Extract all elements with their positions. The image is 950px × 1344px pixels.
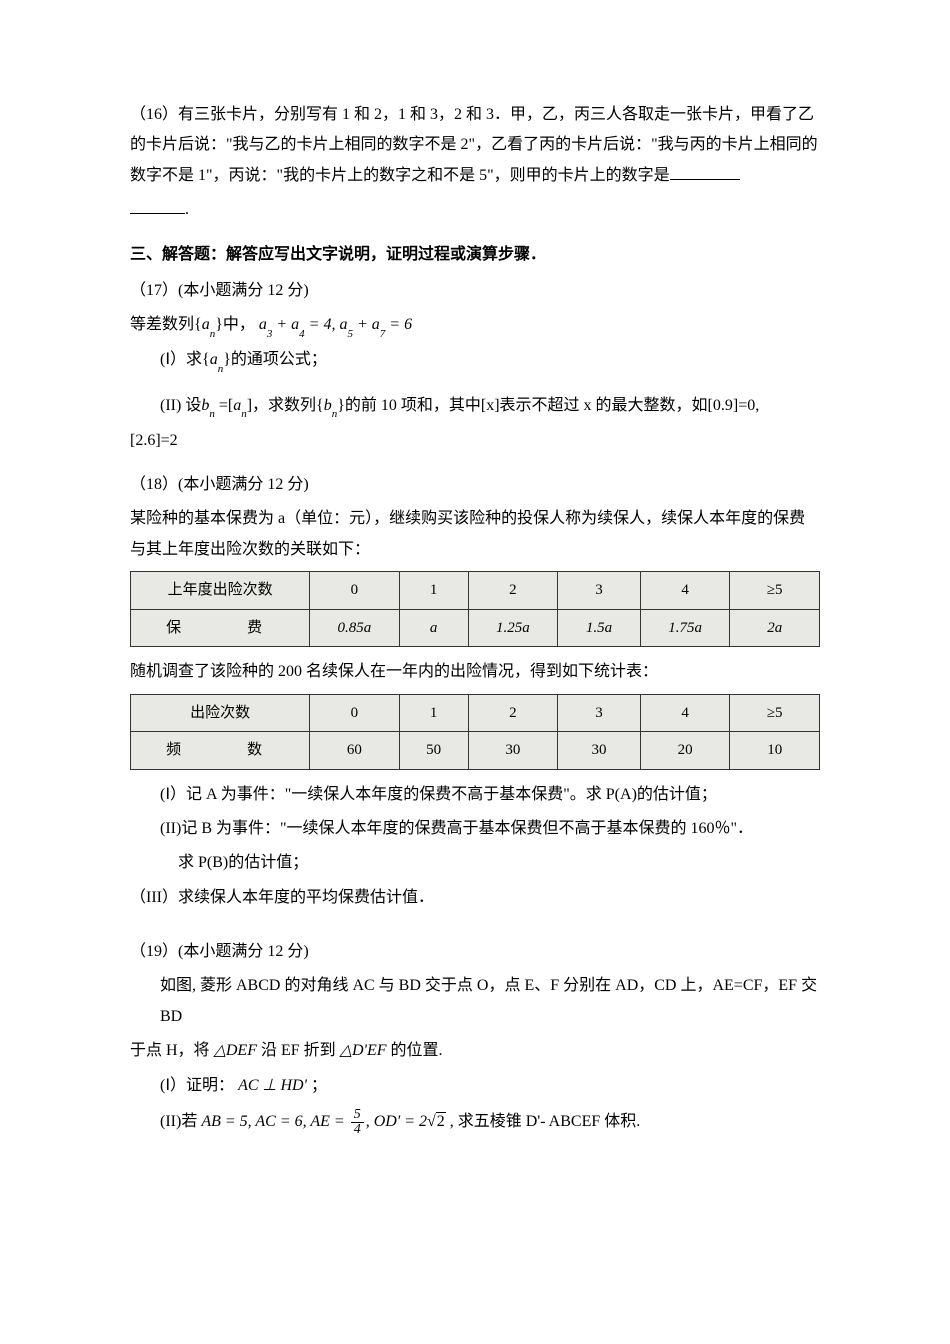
q17-eq1: a3 + a4 = 4, a5 + a7 = 6 — [259, 316, 412, 333]
t2-h2: 1 — [399, 694, 468, 732]
q19-l2-mid1: 沿 EF 折到 — [261, 1042, 340, 1059]
q18-midtext: 随机调查了该险种的 200 名续保人在一年内的出险情况，得到如下统计表： — [130, 657, 820, 687]
q16-content: （16）有三张卡片，分别写有 1 和 2，1 和 3，2 和 3．甲，乙，丙三人… — [130, 106, 818, 184]
q17-l1-prefix: 等差数列{ — [130, 316, 202, 333]
frac-num: 5 — [351, 1108, 364, 1123]
t2-h0: 出险次数 — [131, 694, 310, 732]
an-3: an — [233, 397, 247, 414]
bn-1: bn — [201, 397, 215, 414]
q17-heading: （17）(本小题满分 12 分) — [130, 276, 820, 306]
q19-line2: 于点 H，将 △DEF 沿 EF 折到 △D'EF 的位置. — [130, 1036, 820, 1066]
q19-l2-suffix: 的位置. — [390, 1042, 442, 1059]
q17-p2: (II) 设bn =[an]，求数列{bn}的前 10 项和，其中[x]表示不超… — [130, 391, 820, 422]
t1-h3: 2 — [468, 572, 558, 610]
q18-table2: 出险次数 0 1 2 3 4 ≥5 频 数 60 50 30 30 20 10 — [130, 694, 820, 770]
t1-h2: 1 — [399, 572, 468, 610]
q19-p2-eq2: , OD' = 2 — [366, 1113, 427, 1130]
q17-p2-suffix: }的前 10 项和，其中[x]表示不超过 x 的最大整数，如[0.9]=0, — [337, 397, 759, 414]
t2-r5: 20 — [640, 732, 730, 770]
q19-p1-suffix: ； — [311, 1077, 327, 1094]
t2-r2: 50 — [399, 732, 468, 770]
t2-h4: 3 — [558, 694, 641, 732]
q19-p1: (Ⅰ）证明： AC ⊥ HD' ； — [130, 1071, 820, 1101]
q19-line1: 如图, 菱形 ABCD 的对角线 AC 与 BD 交于点 O，点 E、F 分别在… — [130, 971, 820, 1032]
q18-intro: 某险种的基本保费为 a（单位：元），继续购买该险种的投保人称为续保人，续保人本年… — [130, 504, 820, 565]
t2-r3: 30 — [468, 732, 558, 770]
t2-h1: 0 — [310, 694, 400, 732]
q19-heading: （19）(本小题满分 12 分) — [130, 937, 820, 967]
t1-r6: 2a — [730, 609, 820, 647]
q17-p2-eq: =[ — [215, 397, 233, 414]
t1-r5: 1.75a — [640, 609, 730, 647]
tri-DpEF: △D'EF — [340, 1042, 387, 1059]
q19-p1-eq: AC ⊥ HD' — [238, 1077, 307, 1094]
t1-h0: 上年度出险次数 — [131, 572, 310, 610]
q17-p1-prefix: (Ⅰ）求{ — [160, 351, 210, 368]
q18-p3: （III）求续保人本年度的平均保费估计值． — [130, 883, 820, 913]
table-row: 频 数 60 50 30 30 20 10 — [131, 732, 820, 770]
t1-h1: 0 — [310, 572, 400, 610]
an-2: an — [210, 351, 224, 368]
q17-p2-prefix: (II) 设 — [160, 397, 201, 414]
t1-r1: 0.85a — [310, 609, 400, 647]
q16-blank2-row: . — [130, 195, 820, 225]
t2-r0: 频 数 — [131, 732, 310, 770]
q18-p1: (Ⅰ）记 A 为事件："一续保人本年度的保费不高于基本保费"。求 P(A)的估计… — [130, 780, 820, 810]
t1-h6: ≥5 — [730, 572, 820, 610]
tri-DEF: △DEF — [214, 1042, 257, 1059]
q19-p2-eq1: AB = 5, AC = 6, AE = — [201, 1113, 348, 1130]
t2-r4: 30 — [558, 732, 641, 770]
q17-p1-suffix: }的通项公式； — [223, 351, 327, 368]
q18-heading: （18）(本小题满分 12 分) — [130, 470, 820, 500]
blank-2 — [130, 213, 185, 214]
frac-den: 4 — [351, 1123, 364, 1137]
t1-r3: 1.25a — [468, 609, 558, 647]
t2-h3: 2 — [468, 694, 558, 732]
q17-l1-mid: }中， — [215, 316, 255, 333]
t1-h4: 3 — [558, 572, 641, 610]
t2-r1: 60 — [310, 732, 400, 770]
q16-text: （16）有三张卡片，分别写有 1 和 2，1 和 3，2 和 3．甲，乙，丙三人… — [130, 100, 820, 191]
table-row: 上年度出险次数 0 1 2 3 4 ≥5 — [131, 572, 820, 610]
sqrt-val: 2 — [436, 1112, 446, 1130]
t2-r6: 10 — [730, 732, 820, 770]
frac-5-4: 54 — [351, 1108, 364, 1137]
t1-r2: a — [399, 609, 468, 647]
q19-p2-prefix: (II)若 — [160, 1113, 197, 1130]
blank-1 — [670, 179, 740, 180]
q17-p2-line2: [2.6]=2 — [130, 426, 820, 456]
table-row: 保 费 0.85a a 1.25a 1.5a 1.75a 2a — [131, 609, 820, 647]
q19-p2: (II)若 AB = 5, AC = 6, AE = 54, OD' = 2√2… — [130, 1107, 820, 1137]
q17-p2-mid: ]，求数列{ — [247, 397, 324, 414]
q19-p2-suffix: , 求五棱锥 D'- ABCEF 体积. — [446, 1113, 640, 1130]
q17-p1: (Ⅰ）求{an}的通项公式； — [130, 345, 820, 376]
bn-2: bn — [324, 397, 338, 414]
q18-p2b: 求 P(B)的估计值； — [130, 848, 820, 878]
t2-h5: 4 — [640, 694, 730, 732]
table-row: 出险次数 0 1 2 3 4 ≥5 — [131, 694, 820, 732]
sqrt-sym: √ — [427, 1113, 436, 1130]
q17-line1: 等差数列{an}中， a3 + a4 = 4, a5 + a7 = 6 — [130, 310, 820, 341]
t1-r0: 保 费 — [131, 609, 310, 647]
q19-l2-prefix: 于点 H，将 — [130, 1042, 210, 1059]
t1-r4: 1.5a — [558, 609, 641, 647]
q18-table1: 上年度出险次数 0 1 2 3 4 ≥5 保 费 0.85a a 1.25a 1… — [130, 571, 820, 647]
period: . — [185, 201, 189, 218]
an-1: an — [202, 316, 216, 333]
q19-p1-prefix: (Ⅰ）证明： — [160, 1077, 234, 1094]
t1-h5: 4 — [640, 572, 730, 610]
section3-title: 三、解答题：解答应写出文字说明，证明过程或演算步骤． — [130, 240, 820, 270]
q18-p2: (II)记 B 为事件："一续保人本年度的保费高于基本保费但不高于基本保费的 1… — [130, 814, 820, 844]
t2-h6: ≥5 — [730, 694, 820, 732]
